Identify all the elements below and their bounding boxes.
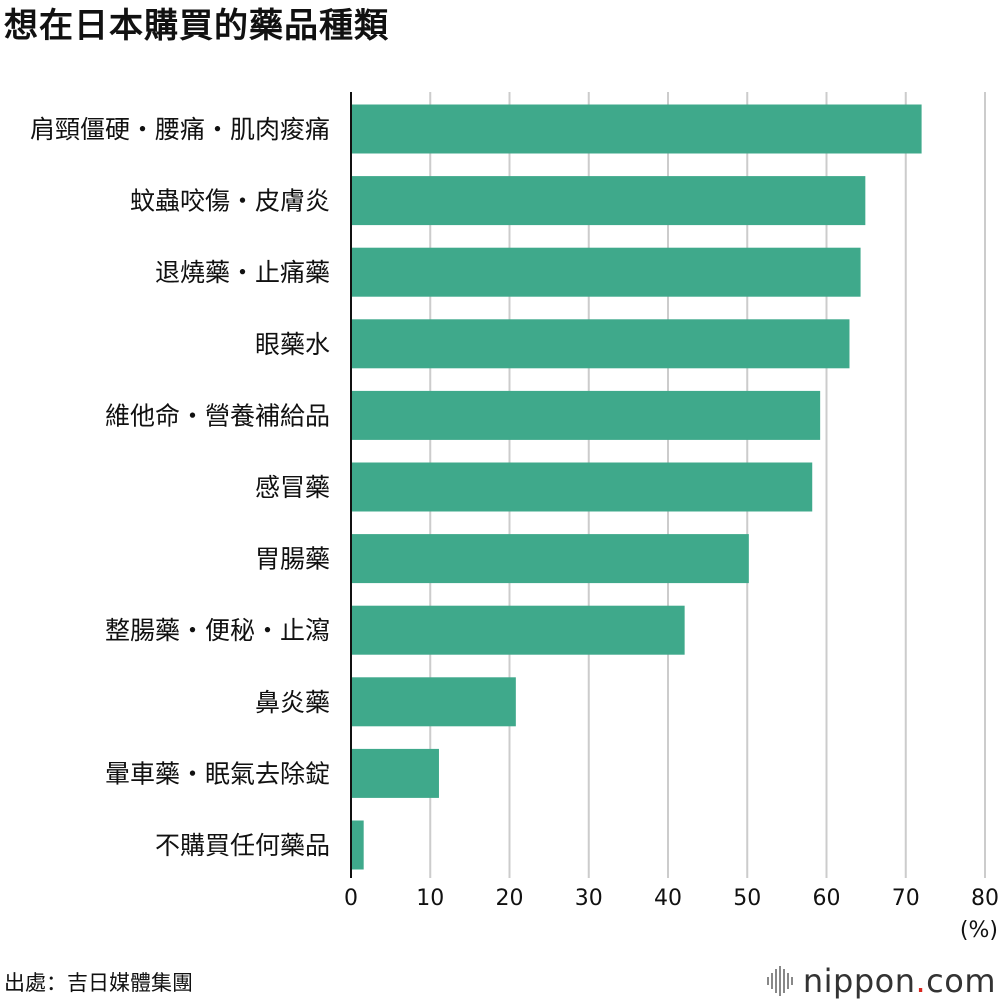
bars	[351, 104, 922, 870]
bar	[351, 677, 516, 727]
x-unit-label: (%)	[960, 918, 998, 943]
category-label: 維他命・營養補給品	[105, 401, 330, 430]
x-tick-labels: 0 10 20 30 40 50 60 70 80	[344, 886, 999, 911]
category-label: 胃腸藥	[255, 545, 330, 574]
brand-logo: nippon. com	[766, 962, 996, 1000]
x-tick-label: 20	[496, 886, 524, 911]
x-tick-label: 70	[892, 886, 920, 911]
x-tick-label: 80	[971, 886, 999, 911]
bar	[351, 462, 813, 512]
x-tick-label: 50	[733, 886, 761, 911]
bar	[351, 534, 749, 584]
brand-suffix: com	[926, 962, 996, 1000]
category-label: 肩頸僵硬・腰痛・肌肉痠痛	[30, 115, 330, 144]
category-label: 蚊蟲咬傷・皮膚炎	[130, 187, 330, 216]
bar	[351, 820, 364, 870]
category-label: 眼藥水	[255, 330, 330, 359]
category-labels: 肩頸僵硬・腰痛・肌肉痠痛蚊蟲咬傷・皮膚炎退燒藥・止痛藥眼藥水維他命・營養補給品感…	[30, 115, 330, 860]
bar	[351, 748, 439, 798]
category-label: 暈車藥・眠氣去除錠	[105, 759, 330, 788]
chart-title: 想在日本購買的藥品種類	[4, 6, 389, 46]
category-label: 不購買任何藥品	[155, 831, 330, 860]
category-label: 鼻炎藥	[255, 688, 330, 717]
brand-dot: .	[915, 962, 927, 1000]
x-tick-label: 30	[575, 886, 603, 911]
x-tick-label: 10	[416, 886, 444, 911]
source-note: 出處：吉日媒體集團	[4, 971, 193, 995]
bar	[351, 176, 866, 226]
bar	[351, 605, 685, 655]
sound-wave-icon	[766, 966, 795, 996]
category-label: 整腸藥・便秘・止瀉	[105, 616, 330, 645]
bar	[351, 319, 850, 369]
category-label: 感冒藥	[255, 473, 330, 502]
x-tick-label: 40	[654, 886, 682, 911]
bar	[351, 104, 922, 154]
bar	[351, 247, 861, 297]
brand-name: nippon	[802, 962, 916, 1000]
bar	[351, 390, 821, 440]
x-tick-label: 0	[344, 886, 358, 911]
x-tick-label: 60	[813, 886, 841, 911]
category-label: 退燒藥・止痛藥	[155, 258, 330, 287]
